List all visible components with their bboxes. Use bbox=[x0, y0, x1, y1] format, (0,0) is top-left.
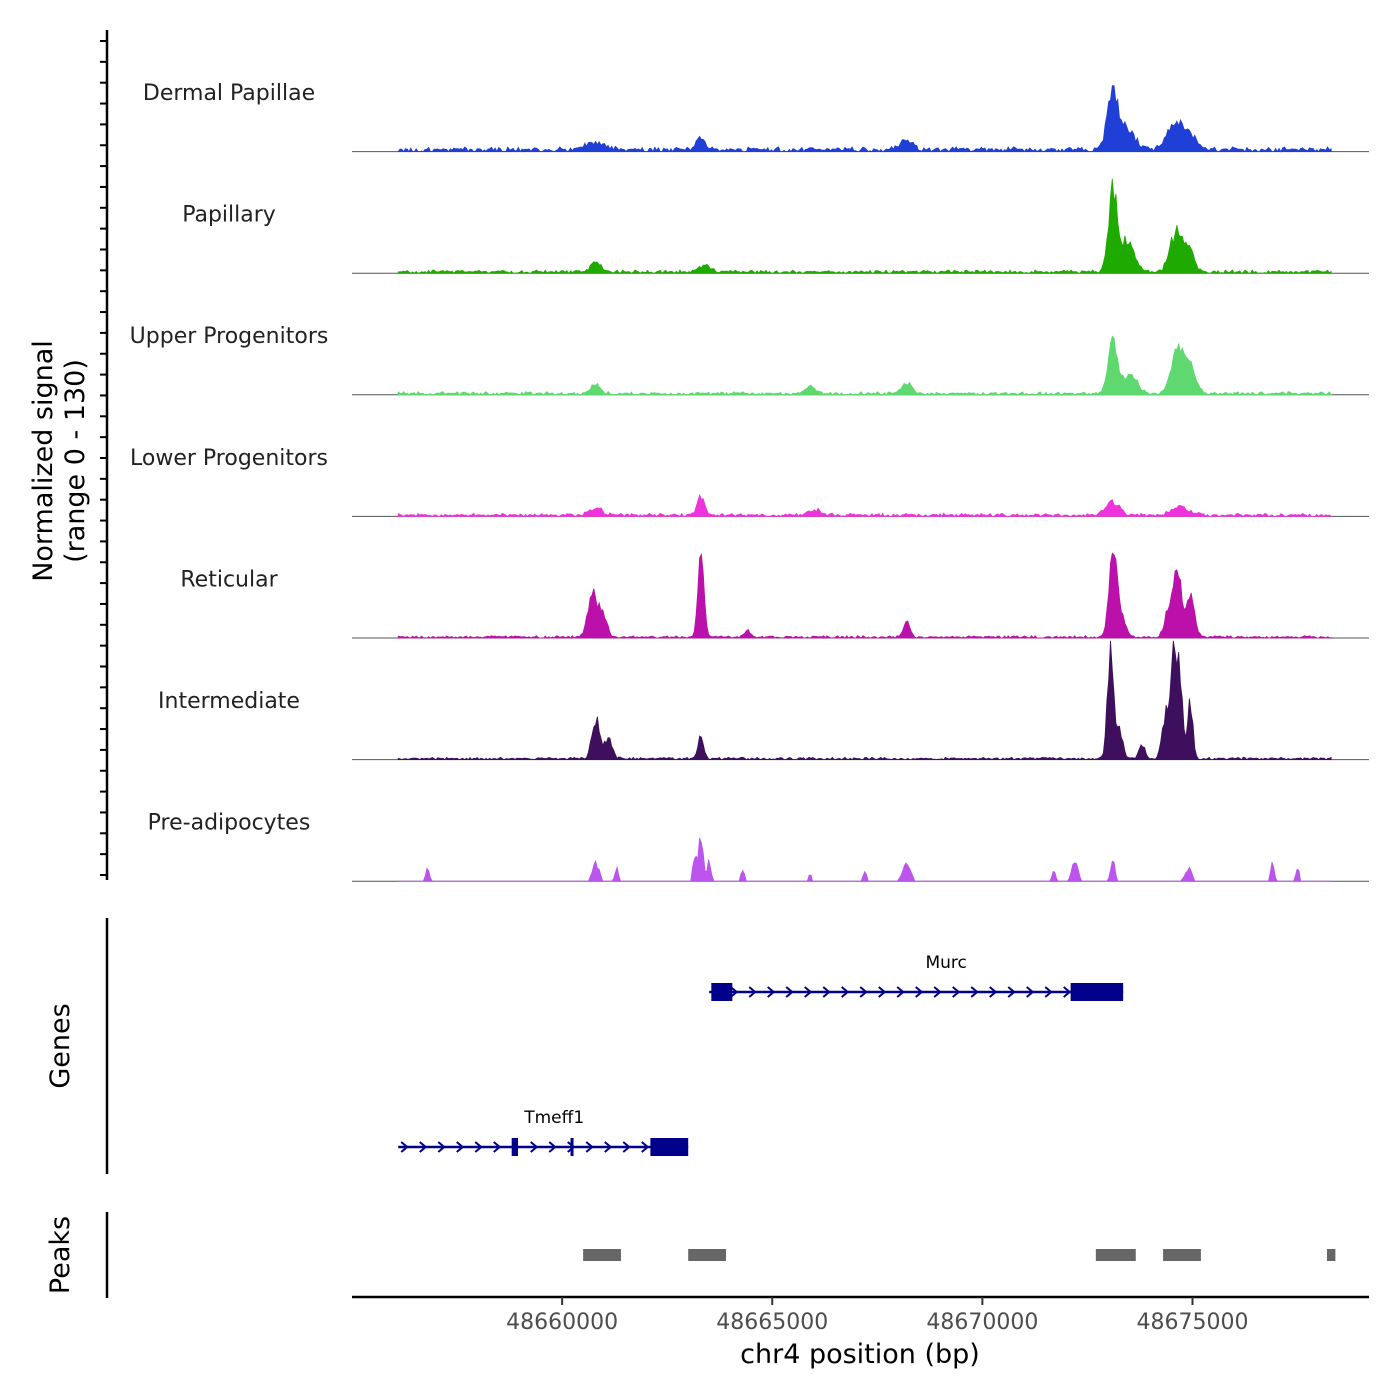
peaks-panel bbox=[105, 1212, 1336, 1298]
strand-arrow bbox=[548, 1141, 557, 1153]
coverage-area bbox=[397, 178, 1332, 274]
strand-arrow bbox=[400, 1141, 409, 1153]
gene-label: Murc bbox=[925, 953, 966, 973]
genes-panel-title: Genes bbox=[45, 1003, 76, 1088]
gene-tmeff1: Tmeff1 bbox=[398, 1108, 689, 1156]
gene-exon bbox=[650, 1138, 689, 1156]
track-label: Upper Progenitors bbox=[130, 324, 329, 349]
y-axis-title-line-1: Normalized signal bbox=[28, 340, 59, 582]
coverage-area bbox=[397, 493, 1333, 518]
track-label: Lower Progenitors bbox=[130, 446, 328, 471]
track-label: Papillary bbox=[182, 203, 276, 228]
track-label: Intermediate bbox=[158, 689, 300, 714]
gene-exon bbox=[1070, 983, 1124, 1001]
strand-arrow bbox=[1044, 986, 1053, 998]
strand-arrow bbox=[748, 986, 757, 998]
x-axis-title: chr4 position (bp) bbox=[740, 1339, 980, 1370]
peak-region bbox=[1163, 1249, 1201, 1261]
coverage-area bbox=[398, 837, 1332, 882]
strand-arrow bbox=[419, 1141, 428, 1153]
strand-arrow bbox=[970, 986, 979, 998]
track-reticular: Reticular bbox=[180, 552, 1369, 639]
gene-exon bbox=[570, 1138, 574, 1156]
track-label: Pre-adipocytes bbox=[148, 811, 311, 836]
coverage-area bbox=[397, 640, 1332, 761]
peaks-panel-title: Peaks bbox=[45, 1216, 76, 1294]
strand-arrow bbox=[822, 986, 831, 998]
coverage-panel: Dermal Papillae Papillary Upper Progenitor… bbox=[100, 30, 1369, 882]
coverage-area bbox=[397, 335, 1332, 396]
strand-arrow bbox=[1007, 986, 1016, 998]
strand-arrow bbox=[493, 1141, 502, 1153]
x-axis: 48660000 48665000 48670000 48675000 bbox=[352, 1295, 1369, 1335]
track-upper-progenitors: Upper Progenitors bbox=[130, 324, 1369, 396]
strand-arrow bbox=[767, 986, 776, 998]
genes-panel: Murc Tmeff1 bbox=[105, 918, 1124, 1174]
strand-arrow bbox=[567, 1141, 576, 1153]
gene-label: Tmeff1 bbox=[523, 1108, 584, 1128]
coverage-area bbox=[397, 552, 1332, 639]
strand-arrow bbox=[585, 1141, 594, 1153]
strand-arrow bbox=[859, 986, 868, 998]
strand-arrow bbox=[604, 1141, 613, 1153]
coverage-area bbox=[397, 85, 1332, 153]
x-tick-label: 48665000 bbox=[716, 1310, 828, 1335]
strand-arrow bbox=[641, 1141, 650, 1153]
peak-region bbox=[688, 1249, 727, 1261]
strand-arrow bbox=[730, 986, 739, 998]
track-lower-progenitors: Lower Progenitors bbox=[130, 446, 1369, 518]
strand-arrow bbox=[989, 986, 998, 998]
peak-region bbox=[583, 1249, 621, 1261]
strand-arrow bbox=[841, 986, 850, 998]
peak-region bbox=[1326, 1249, 1336, 1261]
track-papillary: Papillary bbox=[182, 178, 1369, 274]
track-pre-adipocytes: Pre-adipocytes bbox=[148, 811, 1369, 882]
strand-arrow bbox=[1026, 986, 1035, 998]
gene-murc: Murc bbox=[709, 953, 1124, 1001]
track-intermediate: Intermediate bbox=[158, 640, 1369, 761]
strand-arrow bbox=[878, 986, 887, 998]
strand-arrow bbox=[530, 1141, 539, 1153]
strand-arrow bbox=[915, 986, 924, 998]
strand-arrow bbox=[804, 986, 813, 998]
strand-arrow bbox=[437, 1141, 446, 1153]
strand-arrow bbox=[622, 1141, 631, 1153]
strand-arrow bbox=[933, 986, 942, 998]
track-label: Reticular bbox=[180, 567, 278, 592]
x-tick-label: 48670000 bbox=[926, 1310, 1038, 1335]
strand-arrow bbox=[896, 986, 905, 998]
peak-region bbox=[1095, 1249, 1136, 1261]
strand-arrow bbox=[456, 1141, 465, 1153]
strand-arrow bbox=[785, 986, 794, 998]
strand-arrow bbox=[952, 986, 961, 998]
track-label: Dermal Papillae bbox=[143, 81, 315, 106]
gene-exon bbox=[711, 983, 733, 1001]
gene-exon bbox=[511, 1138, 518, 1156]
strand-arrow bbox=[474, 1141, 483, 1153]
track-dermal-papillae: Dermal Papillae bbox=[143, 81, 1369, 153]
y-axis-title-line-2: (range 0 - 130) bbox=[60, 359, 91, 563]
strand-arrow bbox=[1063, 986, 1072, 998]
x-tick-label: 48660000 bbox=[506, 1310, 618, 1335]
x-tick-label: 48675000 bbox=[1137, 1310, 1249, 1335]
